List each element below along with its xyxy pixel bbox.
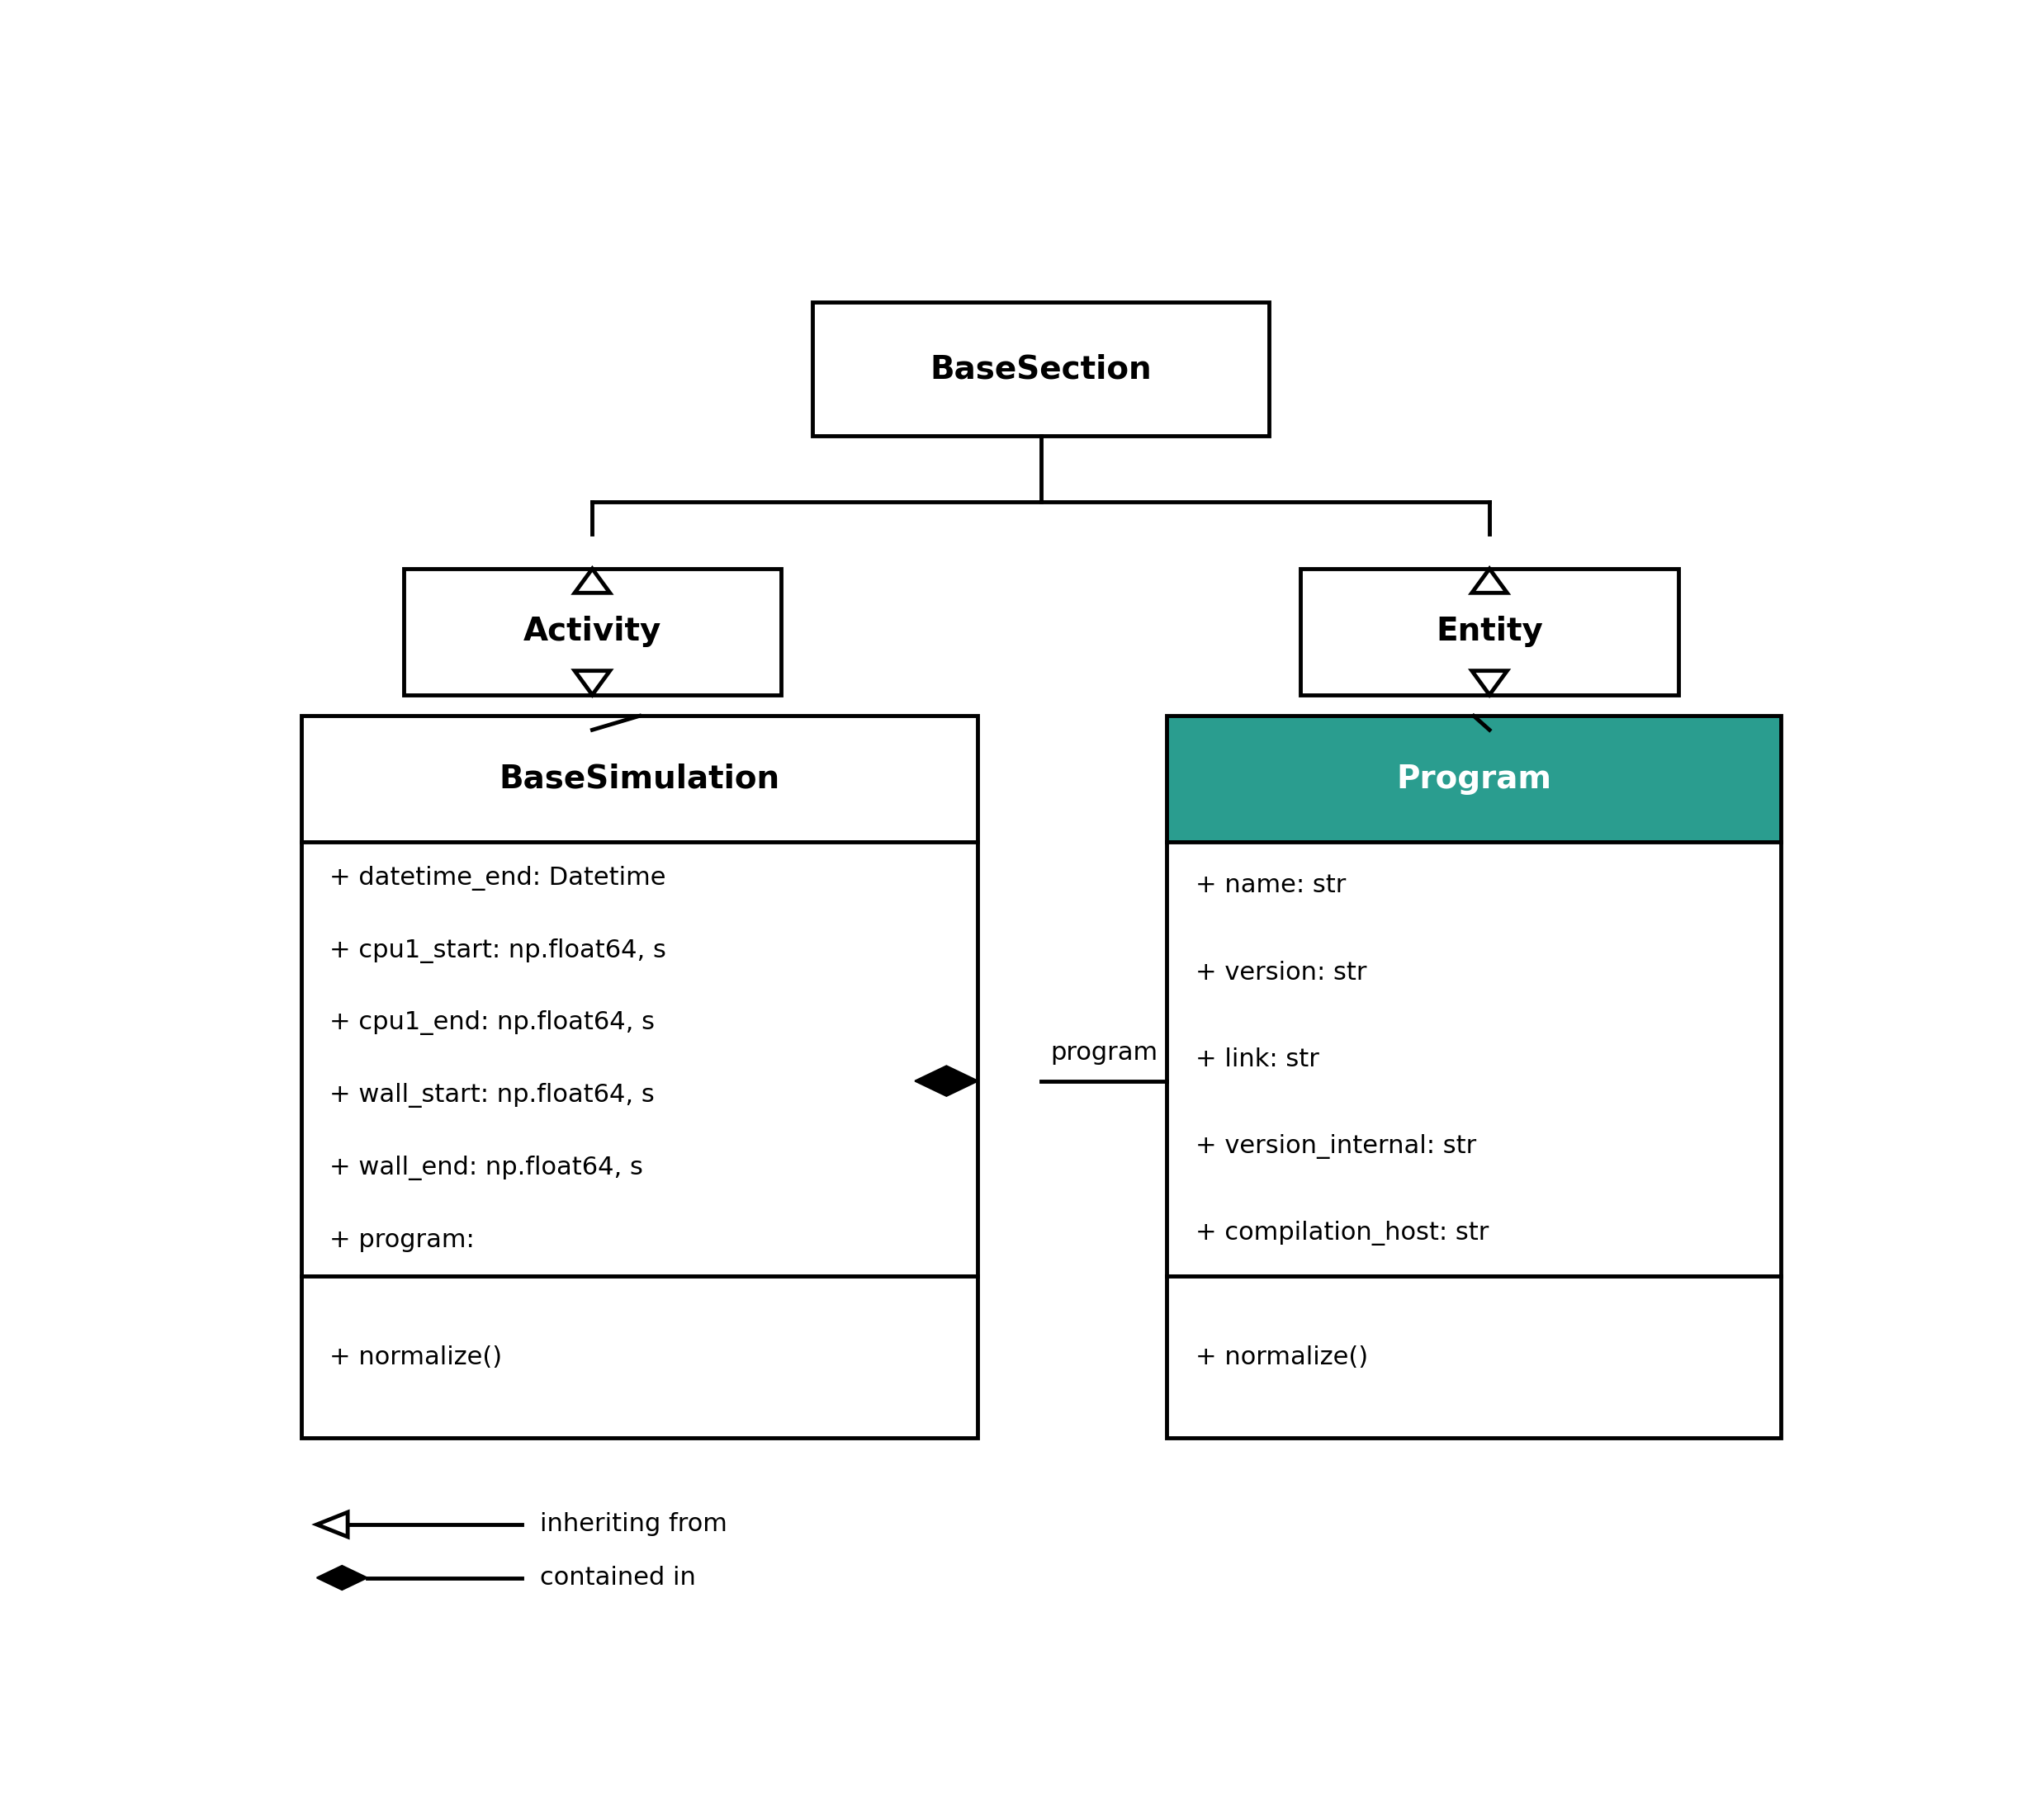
Text: + compilation_host: str: + compilation_host: str: [1194, 1221, 1489, 1245]
Text: + wall_end: np.float64, s: + wall_end: np.float64, s: [329, 1156, 644, 1179]
Text: + name: str: + name: str: [1194, 874, 1347, 897]
Text: Program: Program: [1395, 763, 1552, 795]
Bar: [1300, 568, 1678, 695]
Polygon shape: [1472, 672, 1507, 695]
Text: + wall_start: np.float64, s: + wall_start: np.float64, s: [329, 1083, 654, 1108]
Text: + version: str: + version: str: [1194, 961, 1367, 985]
Text: Entity: Entity: [1436, 617, 1544, 648]
Text: + normalize(): + normalize(): [1194, 1345, 1367, 1369]
Polygon shape: [1472, 568, 1507, 593]
Polygon shape: [575, 568, 609, 593]
Text: Activity: Activity: [524, 617, 662, 648]
Text: BaseSection: BaseSection: [930, 353, 1152, 384]
Bar: [301, 715, 977, 843]
Polygon shape: [317, 1512, 347, 1536]
Bar: [1166, 1276, 1781, 1438]
Text: + cpu1_start: np.float64, s: + cpu1_start: np.float64, s: [329, 939, 666, 963]
Text: + version_internal: str: + version_internal: str: [1194, 1134, 1477, 1159]
Text: + program:: + program:: [329, 1228, 483, 1252]
Text: + datetime_end: Datetime: + datetime_end: Datetime: [329, 866, 666, 890]
Bar: [1166, 715, 1781, 843]
Text: inheriting from: inheriting from: [540, 1512, 727, 1536]
Polygon shape: [575, 672, 609, 695]
Bar: [812, 302, 1269, 435]
Text: + normalize(): + normalize(): [329, 1345, 502, 1369]
Text: contained in: contained in: [540, 1565, 697, 1589]
Bar: [301, 843, 977, 1276]
Polygon shape: [914, 1067, 977, 1096]
Bar: [404, 568, 782, 695]
Text: + cpu1_end: np.float64, s: + cpu1_end: np.float64, s: [329, 1010, 654, 1036]
Bar: [301, 1276, 977, 1438]
Polygon shape: [317, 1565, 368, 1591]
Bar: [1166, 843, 1781, 1276]
Text: program: program: [1050, 1041, 1158, 1065]
Text: BaseSimulation: BaseSimulation: [500, 763, 780, 795]
Text: + link: str: + link: str: [1194, 1046, 1318, 1072]
